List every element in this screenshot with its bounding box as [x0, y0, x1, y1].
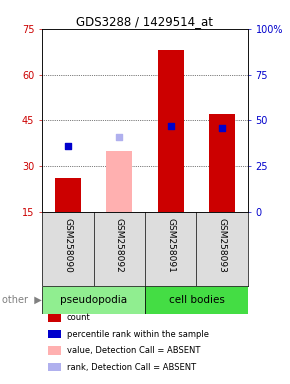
Bar	[48, 363, 61, 371]
Text: pseudopodia: pseudopodia	[60, 295, 127, 305]
Bar	[209, 114, 235, 212]
Bar	[48, 346, 61, 355]
Point	[220, 124, 224, 131]
Text: GSM258090: GSM258090	[63, 218, 72, 272]
Point	[66, 143, 70, 149]
Text: rank, Detection Call = ABSENT: rank, Detection Call = ABSENT	[67, 362, 196, 371]
Text: other  ▶: other ▶	[2, 295, 42, 305]
Bar	[106, 151, 132, 212]
Text: GSM258092: GSM258092	[115, 218, 124, 272]
Bar	[42, 286, 145, 314]
Text: GSM258091: GSM258091	[166, 218, 175, 272]
Bar	[158, 50, 184, 212]
Text: value, Detection Call = ABSENT: value, Detection Call = ABSENT	[67, 346, 200, 355]
Text: cell bodies: cell bodies	[168, 295, 224, 305]
Bar	[48, 330, 61, 338]
Point	[117, 134, 122, 140]
Bar	[48, 313, 61, 322]
Title: GDS3288 / 1429514_at: GDS3288 / 1429514_at	[77, 15, 213, 28]
Text: count: count	[67, 313, 90, 322]
Point	[168, 122, 173, 129]
Text: percentile rank within the sample: percentile rank within the sample	[67, 330, 209, 339]
Bar	[145, 286, 248, 314]
Bar	[55, 178, 81, 212]
Text: GSM258093: GSM258093	[218, 218, 227, 272]
